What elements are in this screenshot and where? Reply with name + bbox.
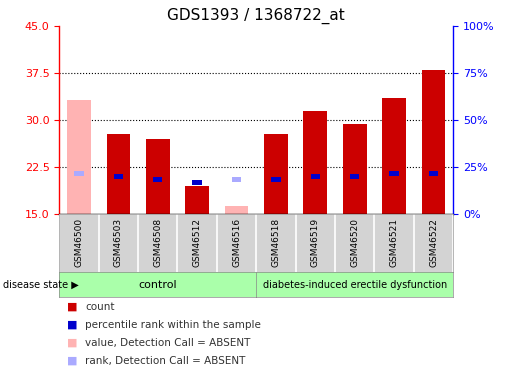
Bar <box>382 98 406 214</box>
Text: GSM46503: GSM46503 <box>114 218 123 267</box>
Text: GSM46519: GSM46519 <box>311 218 320 267</box>
Text: rank, Detection Call = ABSENT: rank, Detection Call = ABSENT <box>85 356 245 366</box>
Text: ■: ■ <box>67 356 77 366</box>
Bar <box>343 124 367 214</box>
Bar <box>264 134 288 214</box>
Text: control: control <box>139 280 177 290</box>
Text: GSM46512: GSM46512 <box>193 218 201 267</box>
Bar <box>185 186 209 214</box>
Text: GSM46522: GSM46522 <box>429 218 438 267</box>
Text: ■: ■ <box>67 338 77 348</box>
Text: GSM46520: GSM46520 <box>350 218 359 267</box>
Bar <box>422 70 445 214</box>
Text: GSM46516: GSM46516 <box>232 218 241 267</box>
Text: count: count <box>85 302 114 312</box>
Bar <box>429 171 438 176</box>
Title: GDS1393 / 1368722_at: GDS1393 / 1368722_at <box>167 7 345 24</box>
Text: GSM46518: GSM46518 <box>271 218 280 267</box>
Bar <box>107 134 130 214</box>
Text: GSM46508: GSM46508 <box>153 218 162 267</box>
Text: disease state ▶: disease state ▶ <box>3 280 78 290</box>
Text: percentile rank within the sample: percentile rank within the sample <box>85 320 261 330</box>
Bar <box>114 174 123 179</box>
Bar <box>311 174 320 179</box>
Text: value, Detection Call = ABSENT: value, Detection Call = ABSENT <box>85 338 250 348</box>
Bar <box>225 206 248 214</box>
Bar <box>271 177 281 182</box>
Text: ■: ■ <box>67 320 77 330</box>
Text: GSM46500: GSM46500 <box>75 218 83 267</box>
Bar <box>146 139 169 214</box>
Text: GSM46521: GSM46521 <box>390 218 399 267</box>
Bar <box>74 171 83 176</box>
Bar <box>389 171 399 176</box>
Bar <box>232 177 241 182</box>
Bar <box>153 177 162 182</box>
Bar <box>303 111 327 214</box>
Bar <box>193 180 202 185</box>
Bar <box>67 100 91 214</box>
Text: ■: ■ <box>67 302 77 312</box>
Text: diabetes-induced erectile dysfunction: diabetes-induced erectile dysfunction <box>263 280 447 290</box>
Bar <box>350 174 359 179</box>
